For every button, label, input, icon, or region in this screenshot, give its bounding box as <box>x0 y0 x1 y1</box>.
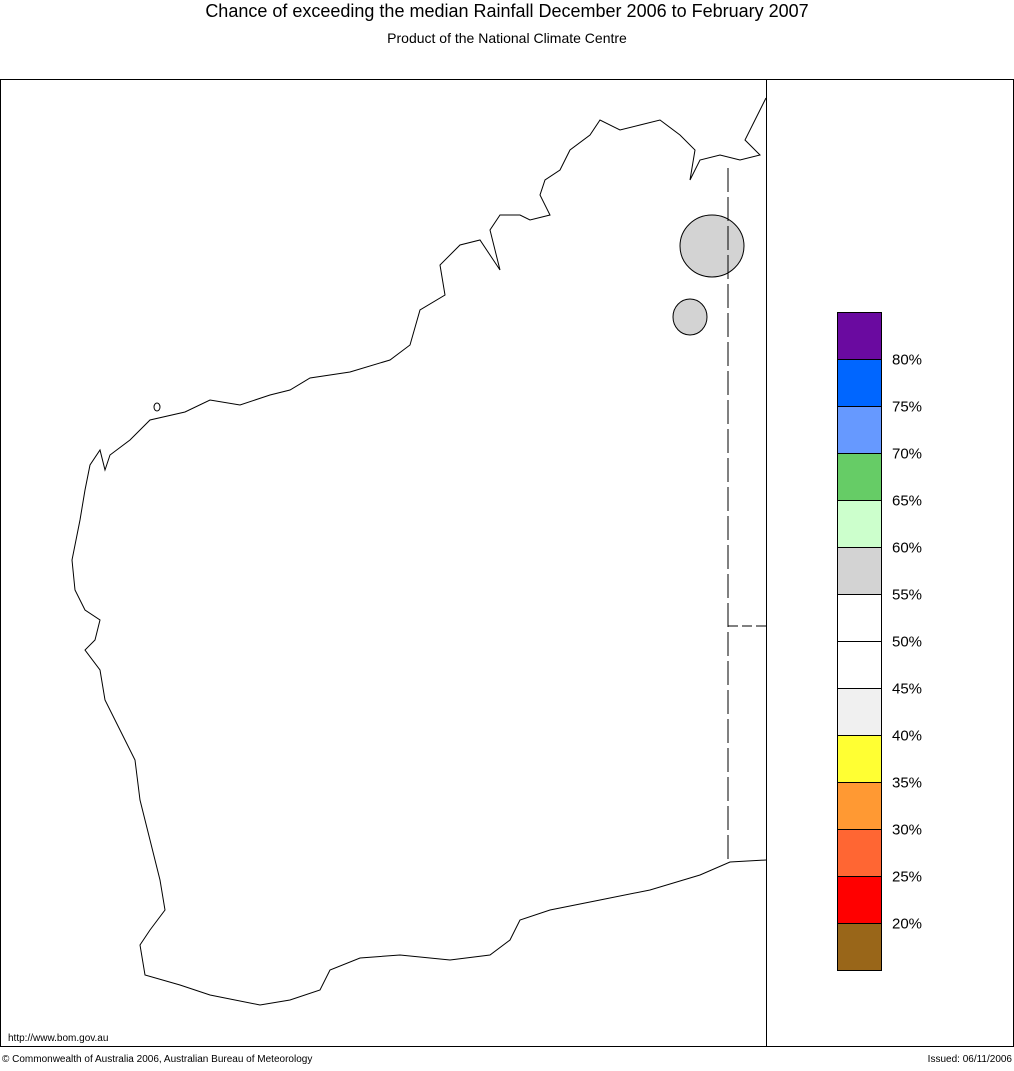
legend-swatch <box>837 312 882 360</box>
legend-label: 25% <box>892 868 922 885</box>
legend-swatch <box>837 406 882 454</box>
legend-swatch <box>837 688 882 736</box>
coastline <box>71 97 767 1006</box>
legend-swatch <box>837 594 882 642</box>
legend-swatch <box>837 359 882 407</box>
legend-label: 70% <box>892 445 922 462</box>
legend-swatch <box>837 500 882 548</box>
subtitle: Product of the National Climate Centre <box>387 30 627 46</box>
island <box>153 402 161 412</box>
legend-label: 75% <box>892 398 922 415</box>
url: http://www.bom.gov.au <box>8 1033 108 1044</box>
legend-label: 55% <box>892 586 922 603</box>
legend-label: 20% <box>892 915 922 932</box>
legend-label: 35% <box>892 774 922 791</box>
legend-swatch <box>837 782 882 830</box>
legend-swatch <box>837 923 882 971</box>
legend-label: 65% <box>892 492 922 509</box>
region <box>672 298 708 336</box>
legend-swatch <box>837 641 882 689</box>
legend-swatch <box>837 876 882 924</box>
issued: Issued: 06/11/2006 <box>928 1054 1013 1065</box>
legend: 80% 75% 70% 65% 60% 55% 50% 45% 40% 35% 30% 25% 20% <box>837 312 922 971</box>
legend-swatch <box>837 735 882 783</box>
legend-swatch <box>837 829 882 877</box>
legend-label: 45% <box>892 680 922 697</box>
legend-swatch <box>837 547 882 595</box>
legend-label: 40% <box>892 727 922 744</box>
title: Chance of exceeding the median Rainfall … <box>205 1 808 21</box>
region <box>679 214 745 278</box>
legend-label: 60% <box>892 539 922 556</box>
legend-label: 30% <box>892 821 922 838</box>
copyright: © Commonwealth of Australia 2006, Austra… <box>2 1054 312 1065</box>
legend-swatch <box>837 453 882 501</box>
legend-label: 50% <box>892 633 922 650</box>
legend-label: 80% <box>892 351 922 368</box>
